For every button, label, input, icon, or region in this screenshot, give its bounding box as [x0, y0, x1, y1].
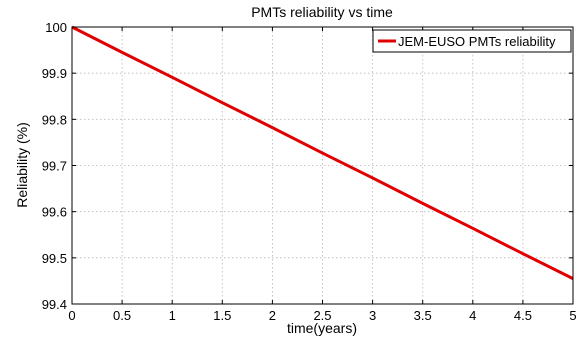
- x-tick-label: 1: [169, 308, 176, 323]
- legend: JEM-EUSO PMTs reliability: [372, 29, 572, 53]
- x-tick-label: 1.5: [213, 308, 231, 323]
- axis-ticks: 0 0.5 1 1.5 2 2.5 3 3.5 4 4.5 5 99.4 99.5 99.6 99.7 99.…: [42, 20, 577, 323]
- y-tick-label: 99.6: [42, 205, 67, 220]
- x-tick-label: 0.5: [113, 308, 131, 323]
- plot-area-frame: [71, 26, 574, 305]
- series-layer: [71, 25, 574, 280]
- y-tick-label: 100: [45, 20, 67, 35]
- x-tick-label: 4: [469, 308, 476, 323]
- x-tick-label: 0: [68, 308, 75, 323]
- y-tick-label: 99.5: [42, 251, 67, 266]
- x-tick-label: 2: [269, 308, 276, 323]
- y-tick-label: 99.9: [42, 66, 67, 81]
- chart-title: PMTs reliability vs time: [251, 4, 393, 20]
- y-tick-label: 99.7: [42, 159, 67, 174]
- x-axis-label: time(years): [287, 320, 357, 336]
- y-axis-label: Reliability (%): [14, 122, 30, 208]
- x-tick-label: 3.5: [414, 308, 432, 323]
- x-tick-label: 5: [569, 308, 576, 323]
- grid-lines: [72, 27, 573, 304]
- y-tick-label: 99.4: [42, 297, 67, 312]
- x-tick-label: 4.5: [514, 308, 532, 323]
- y-tick-label: 99.8: [42, 112, 67, 127]
- x-tick-label: 3: [369, 308, 376, 323]
- legend-box: [372, 29, 572, 53]
- legend-label: JEM-EUSO PMTs reliability: [398, 34, 556, 49]
- x-tick-label: 2.5: [313, 308, 331, 323]
- series-line-reliability: [71, 25, 574, 280]
